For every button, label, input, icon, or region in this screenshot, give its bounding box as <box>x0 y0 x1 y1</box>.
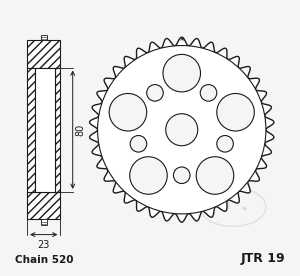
Text: JTR 19: JTR 19 <box>241 252 285 265</box>
Circle shape <box>173 167 190 184</box>
Circle shape <box>98 46 266 214</box>
Bar <box>27 192 60 219</box>
Polygon shape <box>90 37 274 222</box>
Circle shape <box>217 94 254 131</box>
Text: JT: JT <box>221 201 233 211</box>
Circle shape <box>130 157 167 194</box>
Bar <box>41 35 47 40</box>
Text: 80: 80 <box>75 124 85 136</box>
Bar <box>55 68 60 192</box>
Bar <box>41 219 46 225</box>
Circle shape <box>163 54 200 92</box>
Circle shape <box>109 94 147 131</box>
Circle shape <box>130 136 147 152</box>
Bar <box>27 68 35 192</box>
Circle shape <box>200 85 217 101</box>
Text: 23: 23 <box>38 240 50 250</box>
Circle shape <box>147 85 163 101</box>
Bar <box>27 40 60 68</box>
Text: Chain 520: Chain 520 <box>15 255 73 265</box>
Text: ☀: ☀ <box>178 37 185 43</box>
Text: 110: 110 <box>165 123 185 133</box>
Circle shape <box>166 114 198 146</box>
Circle shape <box>217 136 233 152</box>
Circle shape <box>196 157 234 194</box>
Bar <box>35 68 55 192</box>
